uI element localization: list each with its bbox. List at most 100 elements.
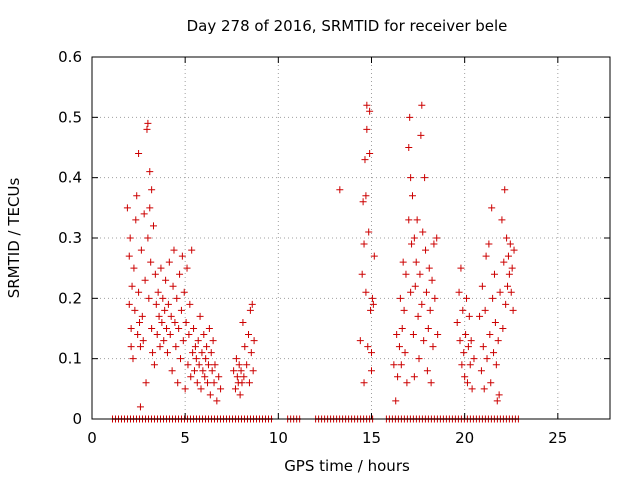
- data-point: [366, 150, 374, 158]
- data-point: [410, 373, 418, 381]
- data-point: [493, 397, 501, 405]
- data-point: [146, 204, 154, 212]
- data-point: [157, 264, 165, 272]
- data-point: [163, 325, 171, 332]
- data-point: [177, 306, 185, 314]
- data-point: [136, 318, 144, 326]
- data-point: [488, 204, 496, 212]
- data-point: [167, 312, 175, 320]
- y-tick-label: 0.6: [58, 48, 82, 66]
- data-point: [409, 331, 417, 339]
- data-point: [498, 216, 506, 224]
- data-point: [361, 156, 369, 164]
- data-point: [393, 331, 401, 339]
- data-points: [123, 101, 518, 411]
- data-point: [187, 373, 195, 381]
- data-point: [420, 337, 428, 345]
- data-point: [151, 270, 159, 278]
- data-point: [501, 186, 509, 194]
- data-point: [367, 349, 375, 357]
- data-point: [245, 331, 253, 339]
- data-point: [480, 385, 488, 393]
- y-tick-label: 0.5: [58, 108, 82, 126]
- data-point: [470, 355, 478, 363]
- data-point: [453, 318, 461, 326]
- y-tick-label: 0.1: [58, 350, 82, 368]
- data-point: [159, 294, 167, 302]
- data-point: [137, 246, 145, 254]
- data-point: [129, 355, 137, 363]
- data-point: [411, 282, 419, 290]
- data-point: [150, 361, 158, 369]
- y-axis-label: SRMTID / TECUs: [5, 178, 23, 299]
- x-axis-ticks: 0 5 10 15 20 25: [87, 57, 567, 447]
- data-point: [250, 337, 258, 345]
- data-point: [481, 306, 489, 314]
- data-point: [201, 373, 209, 381]
- data-point: [413, 216, 421, 224]
- data-point: [403, 379, 411, 387]
- data-point: [490, 270, 498, 278]
- data-point: [363, 125, 371, 133]
- data-point: [421, 174, 429, 182]
- data-point: [360, 240, 368, 248]
- data-point: [479, 343, 487, 351]
- data-point: [188, 246, 196, 254]
- data-point: [241, 343, 249, 351]
- data-point: [365, 228, 373, 236]
- data-point: [143, 125, 151, 133]
- data-point: [246, 306, 254, 314]
- data-point: [364, 343, 372, 351]
- data-point: [461, 373, 469, 381]
- data-point: [487, 379, 495, 387]
- data-point: [464, 343, 472, 351]
- data-point: [245, 379, 253, 387]
- data-point: [165, 258, 173, 266]
- data-point: [405, 144, 413, 151]
- data-point: [235, 361, 243, 369]
- data-point: [406, 113, 414, 121]
- data-point: [146, 168, 154, 176]
- data-point: [158, 318, 166, 326]
- data-point: [465, 312, 473, 320]
- data-point: [198, 349, 206, 357]
- data-point: [139, 337, 147, 345]
- data-point: [125, 300, 133, 308]
- data-point: [125, 252, 133, 260]
- data-point: [243, 361, 251, 369]
- data-point: [231, 385, 239, 393]
- data-point: [135, 150, 143, 158]
- data-point: [173, 294, 181, 302]
- data-point: [195, 361, 203, 369]
- data-point: [177, 355, 185, 363]
- data-point: [190, 367, 198, 375]
- data-point: [154, 288, 162, 296]
- data-point: [197, 385, 205, 393]
- data-point: [463, 294, 471, 302]
- data-point: [402, 270, 410, 278]
- data-point: [209, 337, 217, 345]
- data-point: [460, 349, 468, 357]
- data-point: [149, 222, 157, 230]
- data-point: [175, 325, 183, 332]
- data-point: [392, 397, 400, 405]
- data-point: [407, 174, 415, 182]
- data-point: [148, 325, 156, 332]
- data-point: [153, 331, 161, 339]
- chart-title: Day 278 of 2016, SRMTID for receiver bel…: [187, 17, 508, 35]
- data-point: [149, 349, 157, 357]
- data-point: [196, 312, 204, 320]
- data-point: [362, 192, 370, 200]
- data-point: [504, 252, 512, 260]
- data-point: [502, 300, 510, 308]
- data-point: [233, 373, 241, 381]
- data-point: [428, 276, 436, 284]
- data-point: [426, 306, 434, 314]
- data-point: [145, 294, 153, 302]
- data-point: [485, 240, 493, 248]
- data-point: [189, 349, 197, 357]
- grid-lines: [92, 57, 610, 419]
- data-point: [360, 379, 368, 387]
- data-point: [168, 367, 176, 375]
- data-point: [363, 101, 371, 109]
